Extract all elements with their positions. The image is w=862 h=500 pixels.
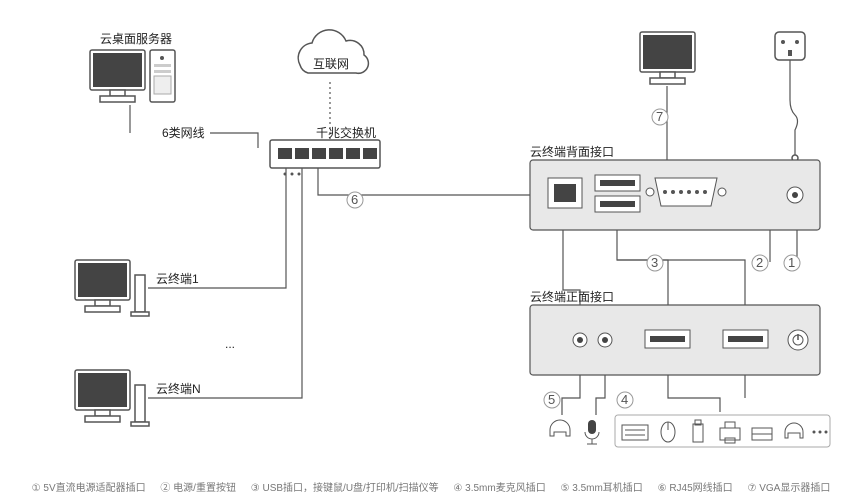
internet-label: 互联网 xyxy=(313,55,349,72)
diagram-canvas: .ln { stroke:#555; stroke-width:1.2; fil… xyxy=(0,0,862,500)
svg-text:4: 4 xyxy=(621,392,628,407)
printer-icon xyxy=(720,422,740,443)
svg-text:1: 1 xyxy=(788,255,795,270)
svg-text:6: 6 xyxy=(351,192,358,207)
legend-2: ② 电源/重置按钮 xyxy=(160,483,236,494)
headset-icon xyxy=(785,423,803,438)
server-monitor-icon xyxy=(90,50,145,102)
external-monitor-icon xyxy=(640,32,695,84)
svg-text:3: 3 xyxy=(651,255,658,270)
legend-4: ④ 3.5mm麦克风插口 xyxy=(453,483,545,494)
svg-text:7: 7 xyxy=(656,109,663,124)
back-panel xyxy=(530,160,820,230)
legend-1: ① 5V直流电源适配器插口 xyxy=(32,483,146,494)
legend-6: ⑥ RJ45网线插口 xyxy=(658,483,733,494)
legend-7: ⑦ VGA显示器插口 xyxy=(747,483,830,494)
headphones-icon xyxy=(550,420,570,436)
ellipsis-text: ... xyxy=(225,337,235,351)
mouse-icon xyxy=(661,422,675,442)
peripheral-row xyxy=(550,415,830,447)
legend-3: ③ USB插口，接键鼠/U盘/打印机/扫描仪等 xyxy=(251,483,439,494)
svg-text:2: 2 xyxy=(756,255,763,270)
power-adapter-icon xyxy=(775,32,805,161)
scanner-icon xyxy=(752,428,772,440)
front-panel xyxy=(530,305,820,375)
svg-text:5: 5 xyxy=(548,392,555,407)
server-tower-icon xyxy=(150,50,175,102)
legend-5: ⑤ 3.5mm耳机插口 xyxy=(561,483,643,494)
front-panel-label: 云终端正面接口 xyxy=(530,288,614,305)
switch-label: 千兆交换机 xyxy=(316,124,376,141)
cable-label: 6类网线 xyxy=(162,124,205,141)
usb-icon xyxy=(693,420,703,442)
terminalN-icon xyxy=(75,370,149,426)
more-icon xyxy=(813,431,828,434)
server-label: 云桌面服务器 xyxy=(100,30,172,47)
keyboard-icon xyxy=(622,425,648,440)
back-panel-label: 云终端背面接口 xyxy=(530,143,614,160)
terminal1-label: 云终端1 xyxy=(156,270,199,287)
legend-row: ① 5V直流电源适配器插口 ② 电源/重置按钮 ③ USB插口，接键鼠/U盘/打… xyxy=(0,479,862,494)
terminal1-icon xyxy=(75,260,149,316)
terminalN-label: 云终端N xyxy=(156,380,201,397)
mic-icon xyxy=(585,420,599,444)
